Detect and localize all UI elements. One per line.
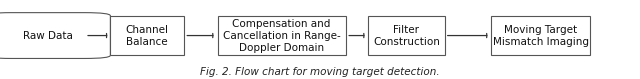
FancyBboxPatch shape — [368, 16, 445, 55]
FancyBboxPatch shape — [218, 16, 346, 55]
FancyBboxPatch shape — [492, 16, 590, 55]
Text: Compensation and
Cancellation in Range-
Doppler Domain: Compensation and Cancellation in Range- … — [223, 19, 340, 53]
Text: Fig. 2. Flow chart for moving target detection.: Fig. 2. Flow chart for moving target det… — [200, 67, 440, 77]
Text: Moving Target
Mismatch Imaging: Moving Target Mismatch Imaging — [493, 25, 589, 47]
FancyBboxPatch shape — [111, 16, 184, 55]
Text: Filter
Construction: Filter Construction — [373, 25, 440, 47]
Text: Raw Data: Raw Data — [23, 31, 73, 41]
FancyBboxPatch shape — [0, 13, 110, 58]
Text: Channel
Balance: Channel Balance — [125, 25, 169, 47]
